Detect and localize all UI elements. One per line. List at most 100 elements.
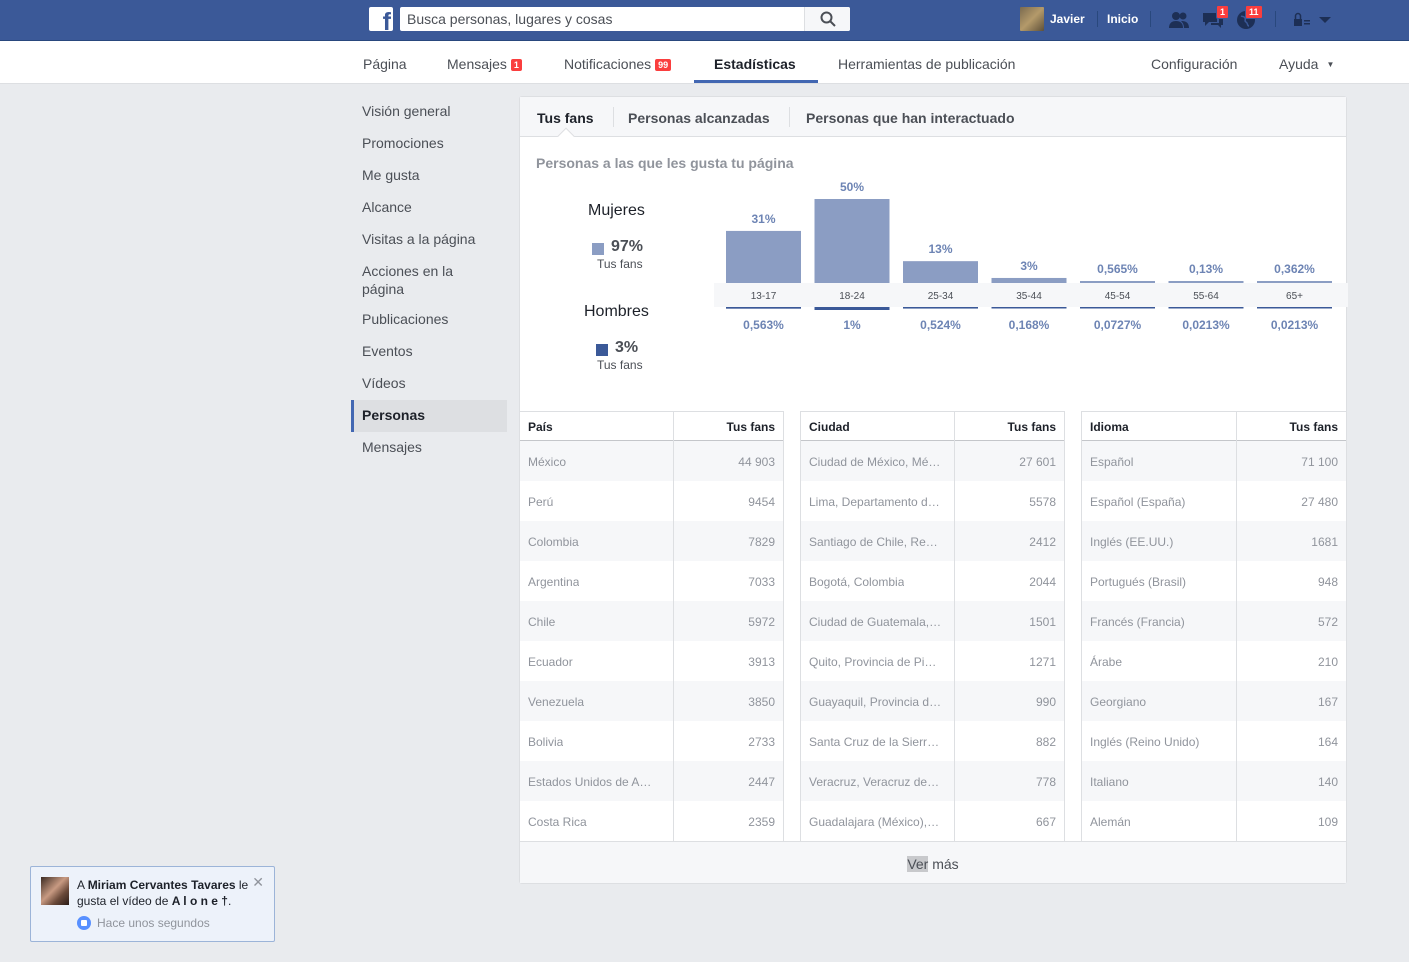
table-cell-value: 1501 [1029,615,1056,629]
table-row: Francés (Francia) 572 [1082,601,1346,641]
tab-mensajes[interactable]: Mensajes 1 [447,56,522,72]
table-cell-value: 7033 [748,575,775,589]
sidebar-item-acciones[interactable]: Acciones en la página [362,263,454,297]
table-row: Lima, Departamento de Lima 5578 [801,481,1064,521]
sidebar-item-eventos[interactable]: Eventos [362,343,413,359]
sidebar-item-personas[interactable]: Personas [351,400,507,432]
subtab-personas-alcanzadas[interactable]: Personas alcanzadas [628,110,770,126]
table-header-label[interactable]: País [528,420,553,434]
table-cell-value: 2733 [748,735,775,749]
subtab-separator [789,107,790,127]
column-divider [1236,411,1237,841]
table-cell-label: Ciudad de México, México [809,455,942,469]
table-header: País Tus fans [520,411,783,441]
country-table: País Tus fans México 44 903 Perú 9454 Co… [520,411,801,841]
age-tick-label: 55-64 [1193,291,1219,302]
table-cell-label: Guayaquil, Provincia del Guayas [809,695,942,709]
women-bar [991,277,1067,283]
close-icon[interactable]: ✕ [252,875,264,891]
sidebar-item-videos[interactable]: Vídeos [362,375,406,391]
people-insights-panel: Tus fans Personas alcanzadas Personas qu… [519,96,1348,884]
table-row: Estados Unidos de América 2447 [520,761,783,801]
privacy-shortcuts-icon[interactable] [1290,8,1314,32]
table-row: Español (España) 27 480 [1082,481,1346,521]
age-tick-label: 35-44 [1016,291,1042,302]
table-cell-label: Estados Unidos de América [528,775,661,789]
table-header-label[interactable]: Idioma [1090,420,1129,434]
women-bar [814,199,890,283]
sidebar-item-me-gusta[interactable]: Me gusta [362,167,420,183]
table-gap [783,411,801,841]
table-cell-value: 164 [1317,735,1338,749]
men-bar [1257,307,1332,309]
women-data-label: 50% [840,180,864,194]
table-cell-label: Alemán [1090,815,1131,829]
help-menu[interactable]: Ayuda ▼ [1279,56,1335,72]
table-cell-value: 27 601 [1019,455,1056,469]
table-cell-value: 3913 [748,655,775,669]
tab-herramientas[interactable]: Herramientas de publicación [838,56,1016,72]
user-avatar[interactable] [1020,7,1044,31]
friend-requests-icon[interactable] [1167,8,1191,32]
women-data-label: 31% [751,212,775,226]
active-subtab-pointer [557,127,575,145]
sidebar-item-publicaciones[interactable]: Publicaciones [362,311,449,327]
facebook-logo-icon[interactable]: f [369,7,393,31]
tab-estadisticas[interactable]: Estadísticas [714,56,796,72]
toast-avatar [41,877,69,905]
user-name-link[interactable]: Javier [1050,12,1085,26]
women-percentage: 97% [611,238,644,255]
nav-separator [1150,11,1151,27]
table-cell-value: 3850 [748,695,775,709]
messages-badge: 1 [1216,5,1230,19]
table-cell-value: 778 [1035,775,1056,789]
subtab-separator [613,107,614,127]
column-divider [954,411,955,841]
tab-notificaciones[interactable]: Notificaciones 99 [564,56,672,72]
men-bar [1168,307,1244,309]
age-tick-label: 45-54 [1105,291,1131,302]
toast-time: Hace unos segundos [77,916,210,930]
subtab-personas-interactuado[interactable]: Personas que han interactuado [806,110,1015,126]
table-header-fans[interactable]: Tus fans [1289,420,1338,434]
language-table: Idioma Tus fans Español 71 100 Español (… [1082,411,1346,841]
ver-mas-link[interactable]: Ver más [520,841,1346,883]
table-cell-value: 572 [1317,615,1338,629]
active-tab-indicator [694,80,818,83]
table-cell-value: 27 480 [1301,495,1338,509]
men-data-label: 0,0213% [1182,318,1230,332]
age-tick-label: 18-24 [839,291,865,302]
table-row: Guayaquil, Provincia del Guayas 990 [801,681,1064,721]
table-row: Veracruz, Veracruz de Ignacio 778 [801,761,1064,801]
table-cell-value: 2447 [748,775,775,789]
notification-toast[interactable]: A Miriam Cervantes Tavares le gusta el v… [30,866,275,942]
age-axis-band [714,283,1348,307]
table-header-fans[interactable]: Tus fans [726,420,775,434]
search-icon [820,11,836,27]
table-row: México 44 903 [520,441,783,481]
home-link[interactable]: Inicio [1107,12,1139,26]
sidebar-item-promociones[interactable]: Promociones [362,135,444,151]
config-link[interactable]: Configuración [1151,56,1238,72]
sidebar-item-vision-general[interactable]: Visión general [362,103,451,119]
messages-icon[interactable] [1201,8,1225,32]
table-row: Costa Rica 2359 [520,801,783,841]
search-input[interactable] [400,7,804,31]
table-header-label[interactable]: Ciudad [809,420,850,434]
table-cell-value: 948 [1317,575,1338,589]
sidebar-item-visitas[interactable]: Visitas a la página [362,231,476,247]
subtab-tus-fans[interactable]: Tus fans [537,110,594,126]
table-cell-label: Quito, Provincia de Pichincha [809,655,942,669]
sidebar-item-alcance[interactable]: Alcance [362,199,412,215]
table-cell-value: 9454 [748,495,775,509]
women-data-label: 3% [1020,259,1038,273]
men-data-label: 0,0727% [1094,318,1142,332]
table-row: Santiago de Chile, Región Metropolitana … [801,521,1064,561]
table-row: Guadalajara (México), Jalisco 667 [801,801,1064,841]
table-cell-label: Italiano [1090,775,1129,789]
account-menu-chevron-down-icon[interactable] [1313,8,1337,32]
tab-pagina[interactable]: Página [363,56,407,72]
search-button[interactable] [804,7,850,31]
table-header-fans[interactable]: Tus fans [1007,420,1056,434]
sidebar-item-mensajes[interactable]: Mensajes [362,439,422,455]
